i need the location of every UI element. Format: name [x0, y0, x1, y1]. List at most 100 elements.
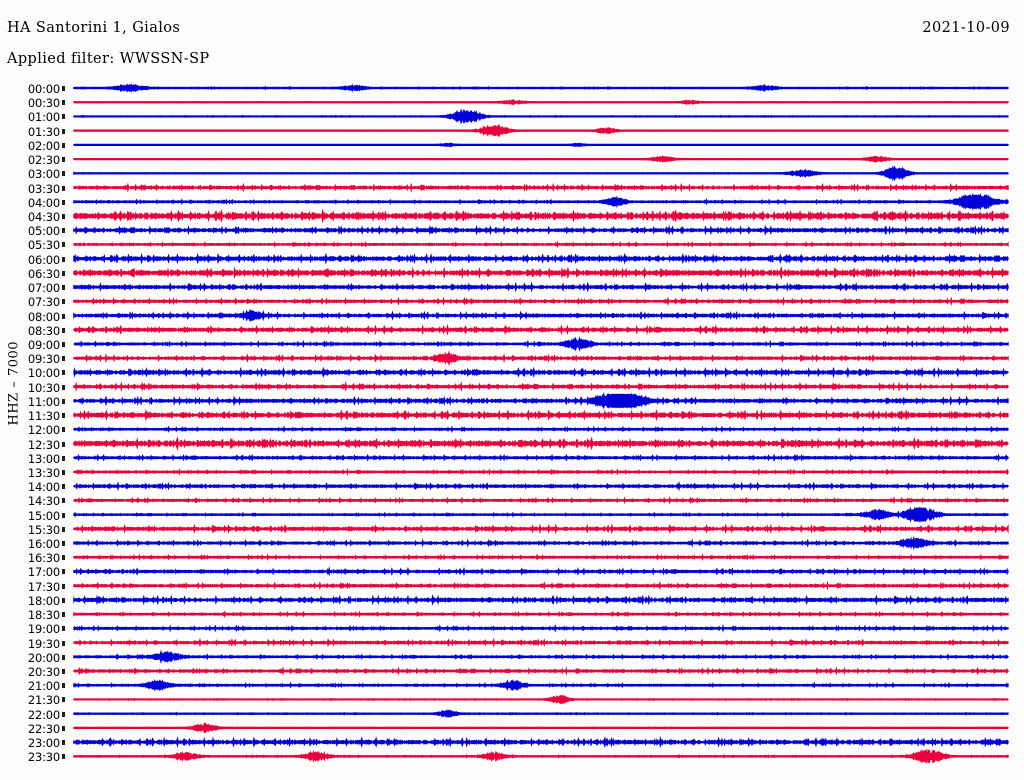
time-tick-mark: [62, 427, 65, 433]
time-tick-label: 22:00: [27, 707, 60, 722]
time-tick-mark: [62, 725, 65, 731]
time-tick-mark: [62, 299, 65, 305]
time-tick-mark: [62, 327, 65, 333]
time-tick-mark: [62, 498, 65, 504]
time-tick-label: 18:30: [27, 608, 60, 623]
time-tick-mark: [62, 86, 65, 91]
time-tick-mark: [62, 526, 65, 532]
time-tick-label: 20:00: [27, 650, 60, 665]
time-tick-mark: [62, 285, 65, 291]
time-tick-label: 02:00: [27, 138, 60, 153]
time-tick-mark: [62, 413, 65, 419]
time-tick-mark: [62, 228, 65, 234]
time-tick-mark: [62, 569, 65, 575]
time-tick-label: 07:30: [27, 295, 60, 310]
time-tick-label: 15:00: [27, 508, 60, 523]
time-tick-label: 05:30: [27, 238, 60, 253]
time-tick-mark: [62, 541, 65, 547]
time-tick-label: 13:30: [27, 465, 60, 480]
time-tick-mark: [62, 555, 65, 561]
time-tick-label: 19:30: [27, 636, 60, 651]
time-tick-label: 23:00: [27, 736, 60, 751]
time-tick-mark: [62, 583, 65, 589]
time-tick-label: 01:30: [27, 124, 60, 139]
time-tick-mark: [62, 270, 65, 276]
time-tick-label: 16:30: [27, 551, 60, 566]
time-tick-mark: [62, 157, 65, 163]
time-tick-mark: [62, 683, 65, 689]
time-tick-mark: [62, 370, 65, 376]
time-tick-mark: [62, 242, 65, 248]
time-tick-label: 04:30: [27, 209, 60, 224]
time-tick-label: 21:30: [27, 693, 60, 708]
time-tick-mark: [62, 398, 65, 404]
time-tick-mark: [62, 455, 65, 461]
time-tick-mark: [62, 313, 65, 319]
time-tick-label: 16:00: [27, 537, 60, 552]
time-tick-label: 03:00: [27, 167, 60, 182]
time-tick-mark: [62, 612, 65, 618]
time-tick-mark: [62, 100, 65, 106]
time-tick-label: 10:30: [27, 380, 60, 395]
record-date: 2021-10-09: [922, 20, 1010, 36]
time-tick-mark: [62, 384, 65, 390]
time-tick-label: 19:00: [27, 622, 60, 637]
time-tick-label: 06:30: [27, 266, 60, 281]
time-tick-label: 14:00: [27, 480, 60, 495]
time-tick-mark: [62, 341, 65, 347]
time-tick-mark: [62, 697, 65, 703]
time-tick-label: 10:00: [27, 366, 60, 381]
applied-filter-label: Applied filter: WWSSN-SP: [7, 51, 210, 67]
time-tick-label: 18:00: [27, 593, 60, 608]
time-tick-mark: [62, 754, 65, 760]
time-tick-mark: [62, 484, 65, 490]
time-tick-label: 15:30: [27, 522, 60, 537]
time-tick-label: 13:00: [27, 451, 60, 466]
time-tick-mark: [62, 142, 65, 148]
time-tick-label: 08:00: [27, 309, 60, 324]
time-tick-label: 12:30: [27, 437, 60, 452]
time-tick-label: 21:00: [27, 679, 60, 694]
time-tick-mark: [62, 640, 65, 646]
time-tick-label: 00:30: [27, 96, 60, 111]
time-tick-label: 22:30: [27, 721, 60, 736]
time-tick-mark: [62, 171, 65, 177]
time-tick-mark: [62, 356, 65, 362]
time-tick-label: 03:30: [27, 181, 60, 196]
time-tick-label: 11:00: [27, 394, 60, 409]
time-axis-labels: 00:00 00:30 01:00 01:30 02:00 02:30 03:00 03:30…: [0, 78, 60, 778]
time-tick-mark: [62, 469, 65, 475]
time-tick-mark: [62, 213, 65, 219]
time-tick-mark: [62, 256, 65, 262]
time-tick-label: 17:30: [27, 579, 60, 594]
time-tick-mark: [62, 441, 65, 447]
time-tick-label: 00:00: [27, 82, 60, 96]
time-tick-mark: [62, 512, 65, 518]
time-tick-mark: [62, 114, 65, 120]
time-tick-mark: [62, 199, 65, 205]
time-tick-mark: [62, 711, 65, 717]
time-tick-mark: [62, 626, 65, 632]
time-tick-label: 09:00: [27, 337, 60, 352]
time-tick-mark: [62, 740, 65, 746]
time-tick-label: 04:00: [27, 195, 60, 210]
time-tick-label: 02:30: [27, 153, 60, 168]
time-tick-label: 11:30: [27, 409, 60, 424]
time-tick-label: 09:30: [27, 352, 60, 367]
time-axis-ticks: [62, 78, 66, 778]
time-tick-label: 01:00: [27, 110, 60, 125]
page-title: HA Santorini 1, Gialos: [7, 20, 181, 36]
time-tick-mark: [62, 128, 65, 134]
time-tick-label: 07:00: [27, 281, 60, 296]
time-tick-mark: [62, 654, 65, 660]
time-tick-label: 14:30: [27, 494, 60, 509]
time-tick-label: 23:30: [27, 750, 60, 765]
time-tick-label: 17:00: [27, 565, 60, 580]
time-tick-label: 06:00: [27, 252, 60, 267]
time-tick-label: 20:30: [27, 665, 60, 680]
time-tick-label: 05:00: [27, 224, 60, 239]
time-tick-mark: [62, 669, 65, 675]
time-tick-label: 12:00: [27, 423, 60, 438]
